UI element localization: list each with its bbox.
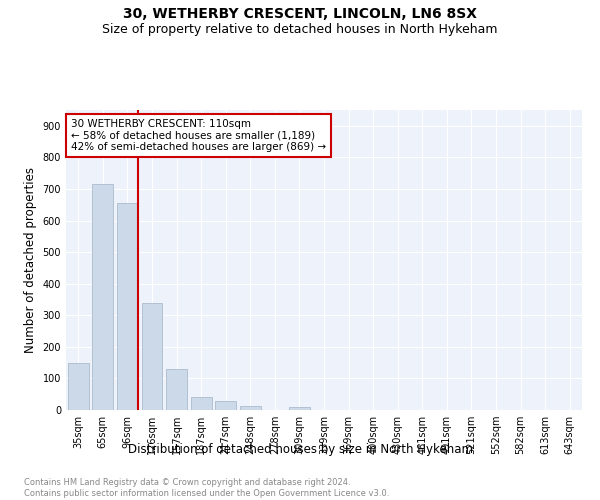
Bar: [166, 369, 187, 410]
Bar: [117, 203, 138, 410]
Text: Distribution of detached houses by size in North Hykeham: Distribution of detached houses by size …: [128, 442, 473, 456]
Text: Size of property relative to detached houses in North Hykeham: Size of property relative to detached ho…: [102, 22, 498, 36]
Bar: [142, 302, 163, 410]
Text: 30 WETHERBY CRESCENT: 110sqm
← 58% of detached houses are smaller (1,189)
42% of: 30 WETHERBY CRESCENT: 110sqm ← 58% of de…: [71, 119, 326, 152]
Bar: [191, 396, 212, 410]
Y-axis label: Number of detached properties: Number of detached properties: [24, 167, 37, 353]
Text: 30, WETHERBY CRESCENT, LINCOLN, LN6 8SX: 30, WETHERBY CRESCENT, LINCOLN, LN6 8SX: [123, 8, 477, 22]
Bar: [289, 407, 310, 410]
Text: Contains HM Land Registry data © Crown copyright and database right 2024.
Contai: Contains HM Land Registry data © Crown c…: [24, 478, 389, 498]
Bar: [240, 406, 261, 410]
Bar: [215, 400, 236, 410]
Bar: [92, 184, 113, 410]
Bar: [68, 362, 89, 410]
